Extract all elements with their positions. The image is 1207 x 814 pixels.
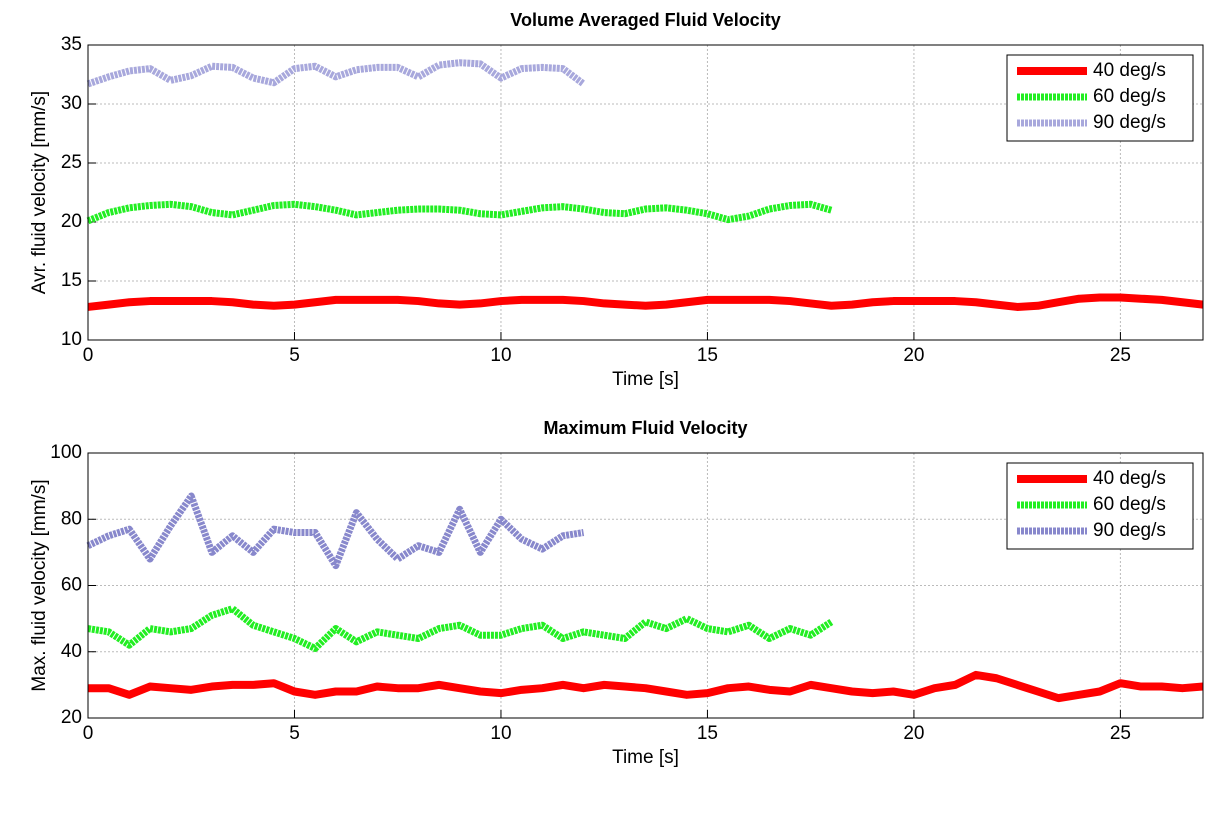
y-axis-label: Avr. fluid velocity [mm/s] bbox=[29, 91, 50, 294]
y-tick-label: 40 bbox=[61, 641, 82, 662]
y-tick-label: 30 bbox=[61, 93, 82, 114]
x-tick-label: 15 bbox=[697, 345, 718, 366]
x-tick-label: 25 bbox=[1110, 345, 1131, 366]
x-tick-label: 5 bbox=[289, 723, 300, 744]
legend-label: 90 deg/s bbox=[1093, 520, 1166, 541]
data-line bbox=[87, 293, 1204, 311]
x-tick-label: 10 bbox=[490, 723, 511, 744]
data-line bbox=[87, 605, 834, 652]
legend-label: 40 deg/s bbox=[1093, 468, 1166, 489]
y-tick-label: 25 bbox=[61, 152, 82, 173]
y-tick-label: 100 bbox=[50, 442, 82, 463]
x-tick-label: 15 bbox=[697, 723, 718, 744]
data-line bbox=[86, 200, 833, 225]
legend-label: 60 deg/s bbox=[1093, 86, 1166, 107]
x-tick-label: 5 bbox=[289, 345, 300, 366]
x-tick-label: 20 bbox=[903, 723, 924, 744]
legend-label: 40 deg/s bbox=[1093, 60, 1166, 81]
x-tick-label: 10 bbox=[490, 345, 511, 366]
chart-title: Maximum Fluid Velocity bbox=[543, 418, 747, 438]
y-tick-label: 35 bbox=[61, 34, 82, 55]
y-tick-label: 10 bbox=[61, 329, 82, 350]
x-tick-label: 20 bbox=[903, 345, 924, 366]
y-tick-label: 20 bbox=[61, 211, 82, 232]
axes-frame bbox=[87, 44, 1204, 341]
x-tick-label: 25 bbox=[1110, 723, 1131, 744]
chart-title: Volume Averaged Fluid Velocity bbox=[510, 10, 780, 30]
axes-frame bbox=[87, 452, 1204, 719]
y-tick-label: 15 bbox=[61, 270, 82, 291]
x-tick-label: 0 bbox=[83, 723, 94, 744]
y-tick-label: 60 bbox=[61, 575, 82, 596]
legend-label: 60 deg/s bbox=[1093, 494, 1166, 515]
data-line bbox=[86, 59, 586, 88]
data-line bbox=[88, 670, 1204, 703]
legend-label: 90 deg/s bbox=[1093, 112, 1166, 133]
x-axis-label: Time [s] bbox=[612, 747, 679, 768]
x-axis-label: Time [s] bbox=[612, 369, 679, 390]
data-line bbox=[86, 492, 585, 570]
y-tick-label: 80 bbox=[61, 508, 82, 529]
y-axis-label: Max. fluid velocity [mm/s] bbox=[29, 479, 50, 691]
y-tick-label: 20 bbox=[61, 707, 82, 728]
x-tick-label: 0 bbox=[83, 345, 94, 366]
